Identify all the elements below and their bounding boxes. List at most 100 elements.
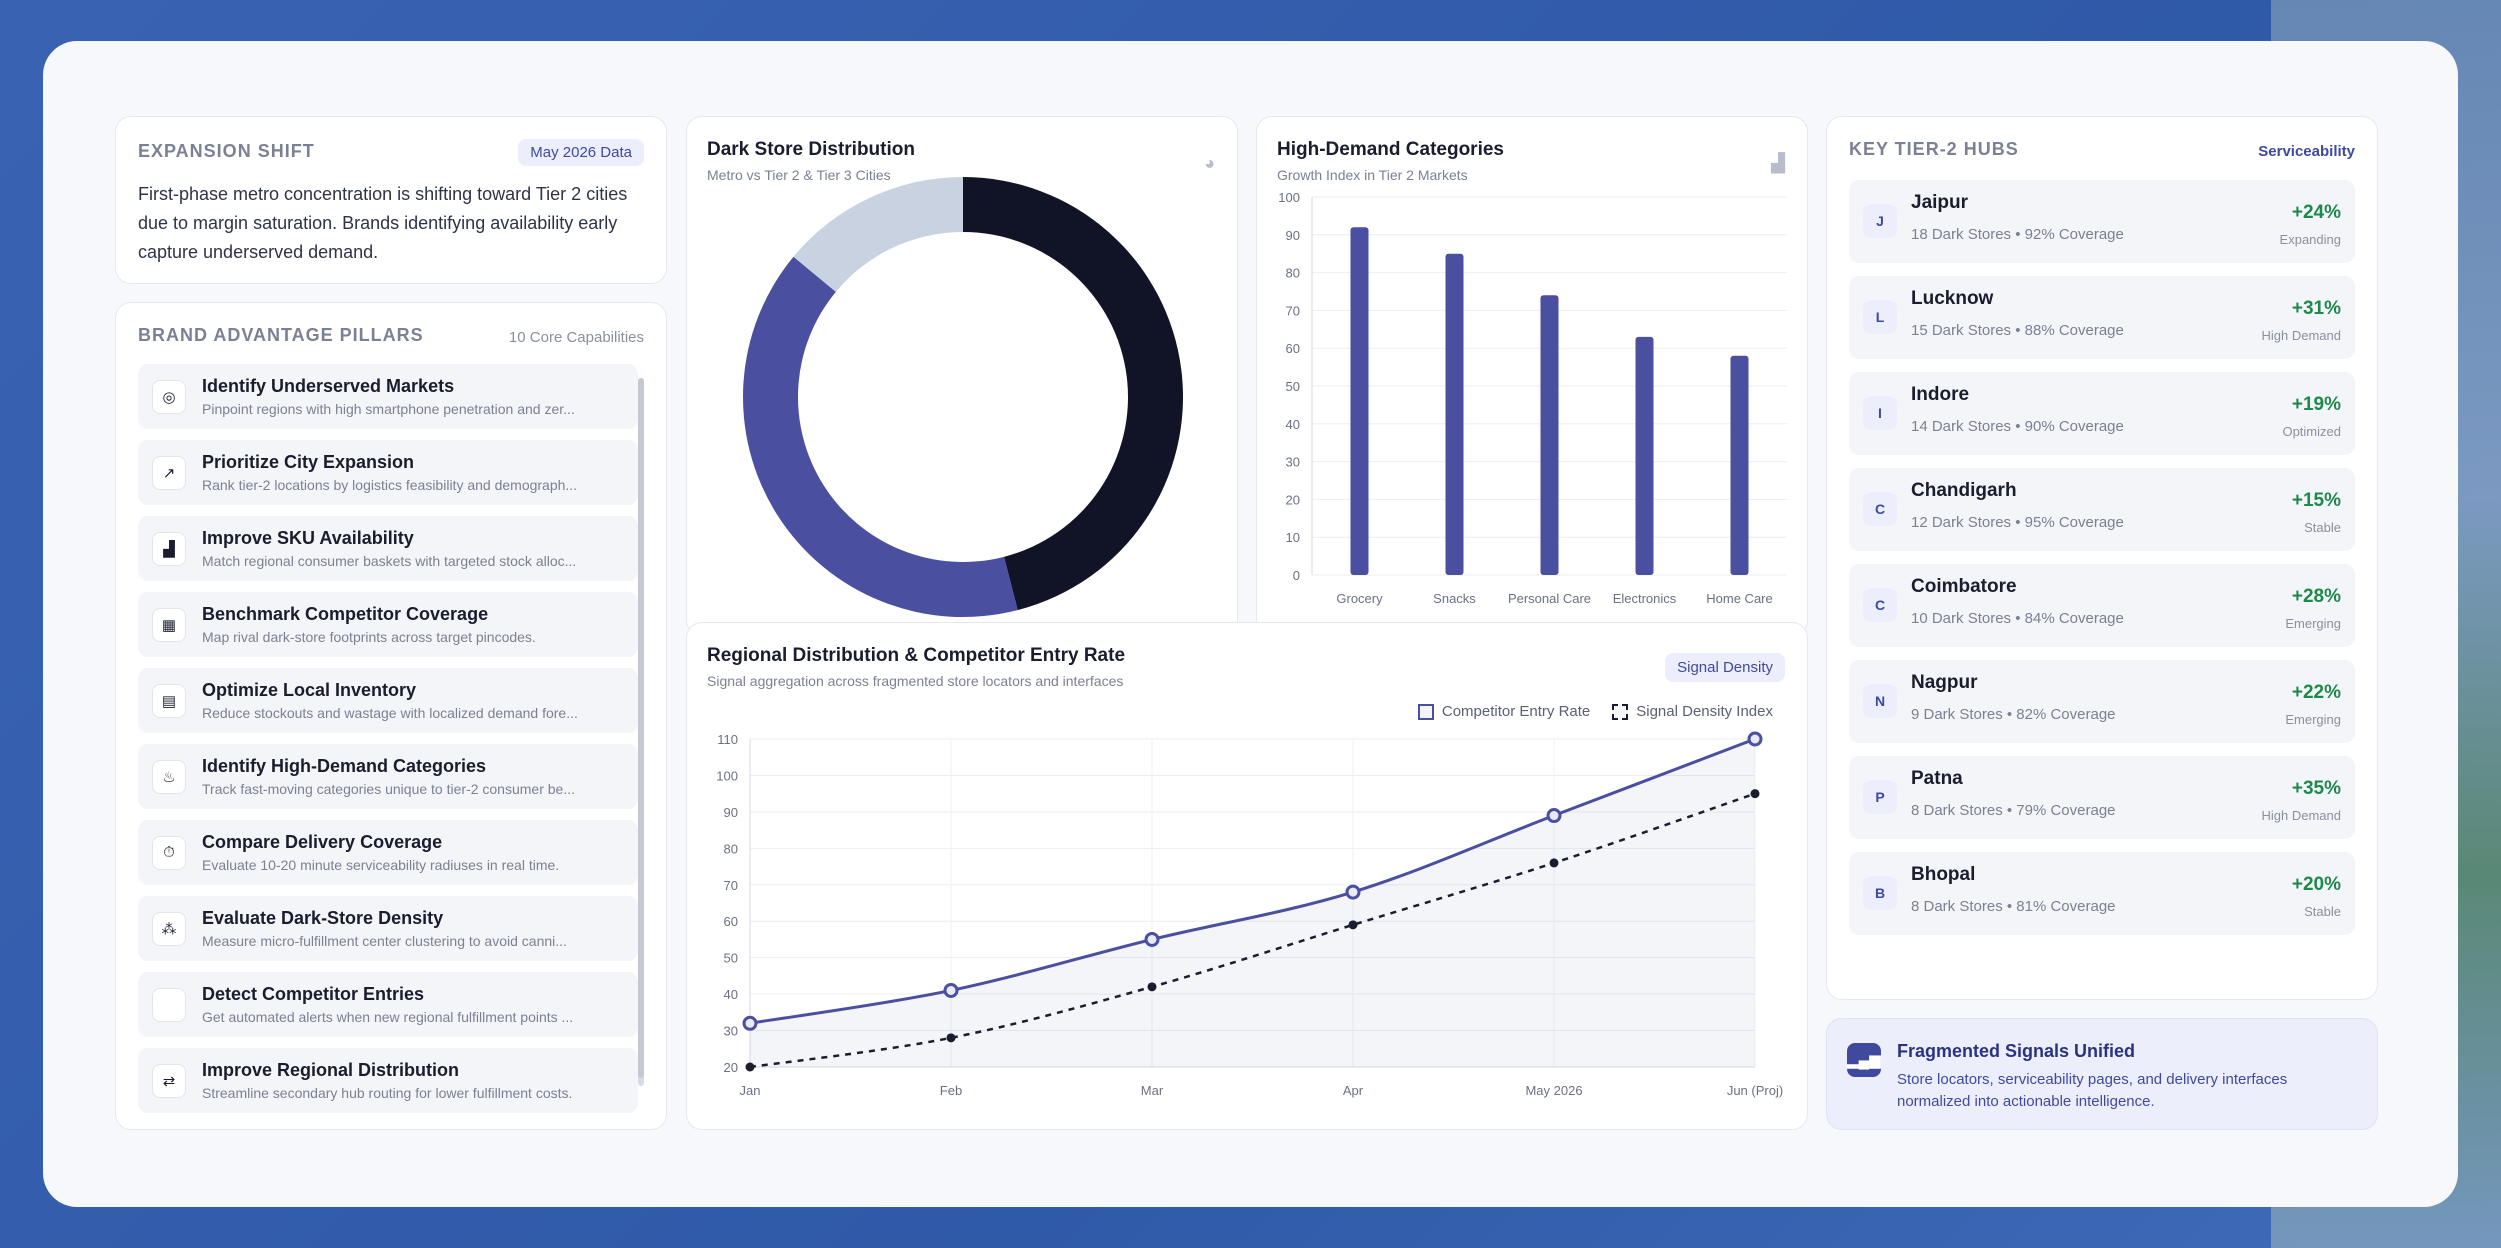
pillar-item[interactable]: ⏱ Compare Delivery Coverage Evaluate 10-20… [138, 820, 638, 885]
pillar-desc: Rank tier-2 locations by logistics feasi… [202, 477, 578, 493]
hub-item[interactable]: B Bhopal 8 Dark Stores • 81% Coverage +20% S… [1849, 852, 2355, 935]
line-point[interactable] [1144, 931, 1160, 947]
bar-x-label: Personal Care [1508, 591, 1591, 606]
pillar-title: Identify Underserved Markets [202, 376, 455, 396]
hub-name: Nagpur [1911, 672, 1978, 693]
line-point[interactable] [745, 1062, 755, 1072]
donut-slice[interactable] [742, 256, 1018, 617]
serviceability-label[interactable]: Serviceability [2258, 143, 2355, 160]
pillar-item[interactable]: ⇄ Improve Regional Distribution Streamline… [138, 1048, 638, 1113]
scrollbar-thumb[interactable] [638, 378, 644, 1078]
line-series-1[interactable] [749, 737, 1756, 1025]
signal-density-badge[interactable]: Signal Density [1665, 653, 1785, 682]
donut-slice[interactable] [793, 177, 963, 292]
hub-meta: 10 Dark Stores • 84% Coverage [1911, 610, 2124, 627]
pillar-text: Identify High-Demand Categories Track fas… [202, 756, 632, 797]
pillar-item[interactable]: ◎ Identify Underserved Markets Pinpoint re… [138, 364, 638, 429]
pillar-item[interactable]: ▟ Improve SKU Availability Match regional … [138, 516, 638, 581]
bar-y-tick: 50 [1286, 379, 1300, 394]
hub-item[interactable]: C Coimbatore 10 Dark Stores • 84% Coverage… [1849, 564, 2355, 647]
grid-icon: ▦ [152, 607, 186, 642]
pillar-desc: Streamline secondary hub routing for low… [202, 1085, 573, 1101]
hub-status: Expanding [2279, 232, 2341, 247]
line-point[interactable] [1549, 858, 1559, 868]
pillar-item[interactable]: ↗ Prioritize City Expansion Rank tier-2 lo… [138, 440, 638, 505]
line-point[interactable] [1750, 789, 1760, 799]
line-point[interactable] [946, 1033, 956, 1043]
pillar-title: Improve SKU Availability [202, 528, 414, 548]
line-point[interactable] [1747, 731, 1763, 747]
hub-meta: 9 Dark Stores • 82% Coverage [1911, 706, 2116, 723]
hub-growth: +24% [2291, 202, 2341, 223]
line-y-tick: 30 [724, 1024, 738, 1039]
pillar-title: Evaluate Dark-Store Density [202, 908, 444, 928]
hub-item[interactable]: C Chandigarh 12 Dark Stores • 95% Coverage… [1849, 468, 2355, 551]
bars-title: High-Demand Categories [1277, 139, 1504, 160]
pillar-list: ◎ Identify Underserved Markets Pinpoint re… [138, 364, 638, 1113]
donut-slice[interactable] [963, 177, 1183, 611]
line-point[interactable] [1147, 982, 1157, 992]
pillar-text: Detect Competitor Entries Get automated a… [202, 984, 632, 1025]
hub-growth: +31% [2291, 298, 2341, 319]
bar-chart-icon: ▟ [1771, 153, 1785, 173]
line-y-tick: 60 [724, 914, 738, 929]
pillars-count: 10 Core Capabilities [508, 329, 644, 346]
line-point[interactable] [1345, 884, 1361, 900]
flame-icon: ♨ [152, 759, 186, 794]
line-point[interactable] [1546, 808, 1562, 824]
hub-meta: 8 Dark Stores • 81% Coverage [1911, 898, 2116, 915]
alert-icon [152, 987, 186, 1022]
line-point[interactable] [1348, 920, 1358, 930]
hub-item[interactable]: N Nagpur 9 Dark Stores • 82% Coverage +22% E… [1849, 660, 2355, 743]
pillar-item[interactable]: ♨ Identify High-Demand Categories Track fa… [138, 744, 638, 809]
bar-y-tick: 80 [1286, 266, 1300, 281]
hub-name: Coimbatore [1911, 576, 2017, 597]
hub-item[interactable]: L Lucknow 15 Dark Stores • 88% Coverage +31… [1849, 276, 2355, 359]
pillar-desc: Pinpoint regions with high smartphone pe… [202, 401, 575, 417]
bar[interactable] [1635, 336, 1654, 575]
pillar-item[interactable]: ▤ Optimize Local Inventory Reduce stockout… [138, 668, 638, 733]
fragmented-title: Fragmented Signals Unified [1897, 1041, 2136, 1061]
hub-meta: 14 Dark Stores • 90% Coverage [1911, 418, 2124, 435]
pillar-desc: Match regional consumer baskets with tar… [202, 553, 577, 569]
bar-x-label: Home Care [1706, 591, 1772, 606]
fragmented-desc: Store locators, serviceability pages, an… [1897, 1071, 2288, 1110]
line-point[interactable] [943, 982, 959, 998]
hub-item[interactable]: I Indore 14 Dark Stores • 90% Coverage +19%… [1849, 372, 2355, 455]
line-point[interactable] [742, 1015, 758, 1031]
pillar-item[interactable]: ⁂ Evaluate Dark-Store Density Measure micr… [138, 896, 638, 961]
legend-item-signal[interactable]: Signal Density Index [1612, 703, 1773, 720]
hub-list: J Jaipur 18 Dark Stores • 92% Coverage +24%… [1849, 180, 2355, 935]
hub-growth: +20% [2291, 874, 2341, 895]
legend-swatch-solid [1417, 703, 1434, 720]
legend-item-competitor[interactable]: Competitor Entry Rate [1417, 703, 1590, 720]
line-x-label: May 2026 [1525, 1083, 1582, 1098]
bar[interactable] [1730, 355, 1749, 575]
hub-name: Patna [1911, 768, 1963, 789]
pillars-scrollbar[interactable] [638, 378, 644, 1086]
hub-status: High Demand [2261, 328, 2342, 343]
hub-item[interactable]: J Jaipur 18 Dark Stores • 92% Coverage +24%… [1849, 180, 2355, 263]
data-date-badge: May 2026 Data [518, 139, 644, 166]
bar[interactable] [1445, 253, 1464, 575]
pillar-title: Improve Regional Distribution [202, 1060, 460, 1080]
bar[interactable] [1540, 295, 1559, 575]
bar-y-tick: 100 [1278, 190, 1300, 205]
signal-icon: ▂▄▆ [1847, 1043, 1881, 1077]
pillar-text: Optimize Local Inventory Reduce stockouts… [202, 680, 632, 721]
pillar-desc: Evaluate 10-20 minute serviceability rad… [202, 857, 560, 873]
line-y-tick: 20 [724, 1060, 738, 1075]
hub-item[interactable]: P Patna 8 Dark Stores • 79% Coverage +35% Hi… [1849, 756, 2355, 839]
line-legend: Competitor Entry Rate Signal Density Ind… [1417, 703, 1773, 720]
hub-meta: 18 Dark Stores • 92% Coverage [1911, 226, 2124, 243]
pillar-text: Compare Delivery Coverage Evaluate 10-20 … [202, 832, 632, 873]
pillar-item[interactable]: Detect Competitor Entries Get automated a… [138, 972, 638, 1037]
pillar-title: Prioritize City Expansion [202, 452, 415, 472]
bar-y-tick: 60 [1286, 341, 1300, 356]
bar[interactable] [1350, 227, 1369, 576]
line-x-label: Jan [740, 1083, 761, 1098]
line-x-label: Mar [1141, 1083, 1164, 1098]
pillar-item[interactable]: ▦ Benchmark Competitor Coverage Map rival … [138, 592, 638, 657]
hub-growth: +15% [2291, 490, 2341, 511]
line-y-tick: 110 [717, 732, 738, 747]
